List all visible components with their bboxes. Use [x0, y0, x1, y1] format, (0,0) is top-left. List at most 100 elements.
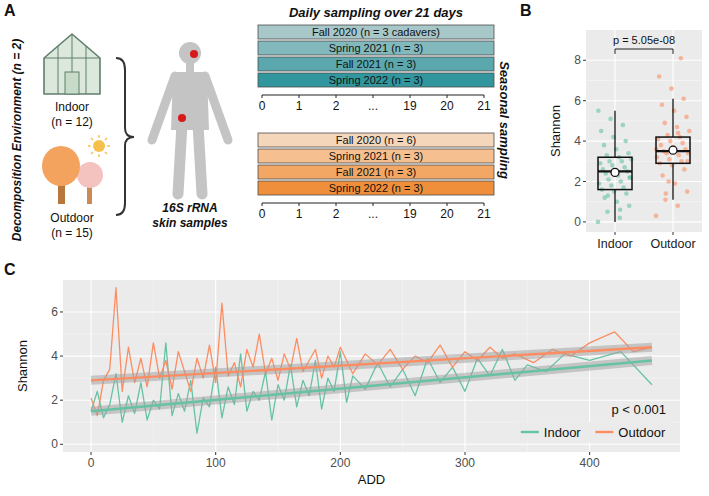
grid-line: [614, 30, 615, 232]
timeline-tick: [410, 203, 411, 206]
season-bar: [258, 181, 494, 195]
panel-label: B: [520, 2, 532, 19]
point: [675, 203, 680, 208]
legend: Indoor Outdoor: [515, 422, 672, 442]
season-label: Fall 2021 (n = 3): [336, 58, 416, 70]
tick-label: 6: [51, 305, 58, 319]
timeline-tick: [336, 95, 337, 98]
trend-band: [91, 347, 652, 380]
season-label: Fall 2020 (n = 3 cadavers): [312, 26, 440, 38]
point: [609, 183, 614, 188]
point: [596, 220, 601, 225]
tick-mark: [583, 221, 586, 222]
axis-title: Shannon: [548, 105, 563, 157]
panel-b: B02468IndoorOutdoorShannonp = 5.05e-08: [520, 2, 702, 251]
minor-grid: [586, 201, 702, 202]
tick-mark: [91, 452, 92, 455]
season-label: Spring 2022 (n = 3): [329, 74, 423, 86]
trees-icon: [42, 135, 110, 204]
greenhouse-frame: [58, 46, 59, 94]
series-line: [91, 288, 652, 416]
sun-ray: [98, 154, 100, 157]
panel-c: C02460100200300400ADDShannonp < 0.001Ind…: [4, 261, 680, 487]
grid-line: [586, 141, 702, 142]
tree-canopy: [42, 146, 80, 186]
point: [617, 216, 622, 221]
sun-ray: [107, 145, 110, 147]
sample-site: [190, 50, 198, 58]
category-label: Outdoor: [650, 237, 695, 251]
minor-grid: [586, 161, 702, 162]
tree-canopy: [77, 162, 103, 188]
point: [626, 151, 631, 156]
tick-label: 400: [580, 456, 600, 470]
grid-line: [464, 280, 465, 452]
minor-grid: [586, 120, 702, 121]
season-label: Fall 2020 (n = 6): [336, 134, 416, 146]
point: [676, 131, 681, 136]
tick-label: 8: [574, 53, 581, 67]
environment-title: Decomposition Environment (n = 2): [10, 39, 24, 241]
grid-line: [215, 280, 216, 452]
greenhouse-frame: [72, 34, 73, 72]
point: [596, 109, 601, 114]
tick-label: 100: [206, 456, 226, 470]
season-bar: [258, 41, 494, 55]
whisker: [672, 99, 673, 137]
point: [618, 207, 623, 212]
tick-label: 0: [51, 437, 58, 451]
leg: [178, 124, 182, 194]
tick-label: 4: [51, 349, 58, 363]
box-data: [596, 56, 692, 224]
season-label: Spring 2021 (n = 3): [329, 42, 423, 54]
torso: [171, 72, 209, 130]
point: [681, 96, 686, 101]
tick-mark: [583, 100, 586, 101]
timeline-tick: [262, 95, 263, 98]
point: [622, 165, 627, 170]
sun-ray: [105, 152, 107, 154]
plot-background: [586, 30, 702, 232]
legend-label: Outdoor: [618, 425, 666, 440]
point: [668, 139, 673, 144]
point: [684, 115, 689, 120]
season-label: Spring 2021 (n = 3): [329, 150, 423, 162]
season-bar: [258, 57, 494, 71]
minor-grid: [586, 80, 702, 81]
greenhouse-frame: [86, 46, 87, 94]
axis-title: Shannon: [15, 340, 30, 392]
minor-grid: [153, 280, 154, 452]
tick-mark: [60, 356, 63, 357]
tick-mark: [464, 452, 465, 455]
season-label: Spring 2022 (n = 3): [329, 182, 423, 194]
panel-a: A Decomposition Environment (n = 2) Indoor…: [4, 2, 512, 241]
timeline-tick-label: 19: [403, 207, 417, 221]
grid-line: [586, 181, 702, 182]
tick-mark: [589, 452, 590, 455]
point: [624, 191, 629, 196]
point: [606, 177, 611, 182]
timeline-tick: [447, 203, 448, 206]
timeline-tick: [484, 95, 485, 98]
arm: [152, 76, 175, 140]
timeline-tick-label: 0: [259, 207, 266, 221]
grid-line: [90, 280, 91, 452]
sample-label: 16S rRNAskin samples: [152, 201, 228, 230]
legend-label: Indoor: [544, 425, 582, 440]
environment-n: (n = 12): [51, 115, 93, 129]
greenhouse-icon: [44, 34, 100, 94]
timeline-tick: [336, 203, 337, 206]
environment-name: Indoor: [55, 100, 89, 114]
tick-label: 2: [51, 393, 58, 407]
panel-label: A: [4, 2, 16, 19]
timeline-tick-label: 20: [440, 207, 454, 221]
sampling-title: Daily sampling over 21 days: [289, 5, 463, 20]
point: [680, 141, 685, 146]
plot-background: [63, 280, 680, 452]
season-bar: [258, 25, 494, 39]
tick-mark: [340, 452, 341, 455]
timeline-tick-label: ...: [368, 99, 378, 113]
sample-site: [178, 114, 186, 122]
point: [664, 191, 669, 196]
sun: [93, 140, 105, 152]
